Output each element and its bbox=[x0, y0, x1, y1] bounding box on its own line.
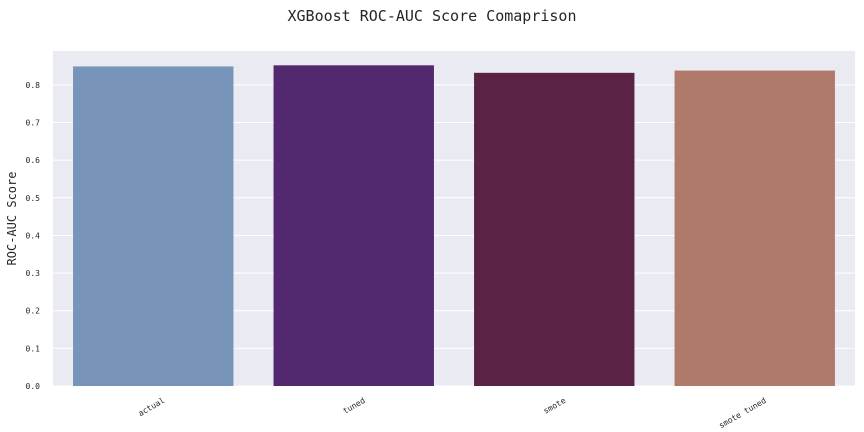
y-tick-label: 0.3 bbox=[26, 269, 41, 278]
x-tick-label: tuned bbox=[341, 396, 367, 416]
x-tick-label: smote tuned bbox=[717, 396, 768, 430]
y-axis-label: ROC-AUC Score bbox=[5, 172, 19, 266]
bar-smote bbox=[474, 72, 635, 387]
bar-actual bbox=[73, 66, 234, 386]
y-tick-label: 0.8 bbox=[26, 81, 41, 90]
bar-smote-tuned bbox=[674, 70, 835, 387]
y-tick-label: 0.2 bbox=[26, 307, 41, 316]
y-axis-ticks: 0.0 0.1 0.2 0.3 0.4 0.5 0.6 0.7 0.8 bbox=[26, 81, 41, 391]
y-tick-label: 0.4 bbox=[26, 231, 41, 240]
chart-title: XGBoost ROC-AUC Score Comaprison bbox=[288, 7, 577, 25]
y-tick-label: 0.1 bbox=[26, 344, 41, 353]
y-tick-label: 0.6 bbox=[26, 156, 41, 165]
y-tick-label: 0.0 bbox=[26, 382, 41, 391]
x-tick-label: actual bbox=[137, 396, 167, 418]
bar-tuned bbox=[273, 65, 434, 386]
y-tick-label: 0.7 bbox=[26, 119, 41, 128]
y-tick-label: 0.5 bbox=[26, 194, 41, 203]
bars bbox=[73, 65, 835, 387]
x-tick-label: smote bbox=[542, 396, 568, 416]
x-axis-ticks: actual tuned smote smote tuned bbox=[137, 396, 768, 430]
